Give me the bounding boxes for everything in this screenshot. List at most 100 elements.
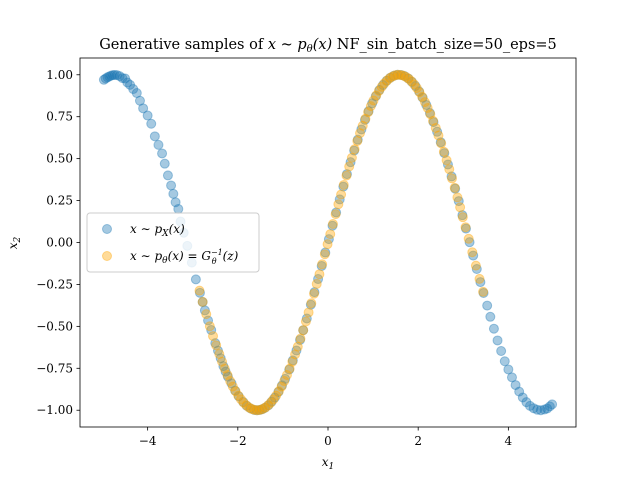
- data-point-series-2: [460, 222, 471, 233]
- data-point-series-1: [359, 114, 370, 125]
- data-point-series-2: [325, 229, 336, 240]
- data-point-series-1: [503, 364, 514, 375]
- data-point-series-2: [317, 259, 328, 270]
- title-sub: θ: [307, 44, 313, 55]
- data-point-series-1: [98, 74, 109, 85]
- data-point-series-2: [330, 209, 341, 220]
- data-point-series-2: [382, 75, 393, 86]
- data-point-series-2: [244, 402, 255, 413]
- data-point-series-1: [510, 380, 521, 391]
- data-point-series-1: [356, 124, 367, 135]
- data-points: [98, 69, 558, 416]
- data-point-series-1: [542, 403, 553, 414]
- data-point-series-2: [379, 78, 390, 89]
- data-point-series-1: [125, 79, 136, 90]
- data-point-series-1: [446, 171, 457, 182]
- data-point-series-1: [320, 247, 331, 258]
- data-point-series-2: [268, 394, 279, 405]
- data-point-series-2: [455, 202, 466, 213]
- data-point-series-1: [496, 346, 507, 357]
- data-point-series-2: [346, 152, 357, 163]
- data-point-series-2: [252, 405, 263, 416]
- data-point-series-2: [470, 260, 481, 271]
- data-point-series-1: [114, 71, 125, 82]
- y-axis-ticks: −1.00 −0.75 −0.50 −0.25 0.00 0.25 0.50 0.75 1.00: [36, 68, 80, 417]
- data-point-series-2: [311, 278, 322, 289]
- data-point-series-1: [331, 207, 342, 218]
- x-axis-label: x1: [322, 455, 335, 472]
- chart-title: Generative samples of x ~ pθ(x) NF_sin_b…: [99, 37, 557, 55]
- data-point-series-1: [424, 108, 435, 119]
- data-point-series-1: [153, 139, 164, 150]
- data-point-series-1: [316, 260, 327, 271]
- data-point-series-2: [449, 182, 460, 193]
- y-tick-label: 0.25: [46, 194, 73, 208]
- data-point-series-1: [338, 181, 349, 192]
- data-point-series-2: [409, 79, 420, 90]
- data-point-series-2: [257, 404, 268, 415]
- data-point-series-1: [482, 300, 493, 311]
- data-point-series-1: [168, 188, 179, 199]
- data-point-series-2: [478, 286, 489, 297]
- data-point-series-2: [419, 97, 430, 108]
- data-point-series-2: [457, 212, 468, 223]
- data-point-series-1: [352, 134, 363, 145]
- legend-label-series-1: x ∼ pX(x): [130, 222, 185, 239]
- data-point-series-2: [344, 161, 355, 172]
- data-point-series-1: [170, 197, 181, 208]
- data-point-series-2: [222, 370, 233, 380]
- data-point-series-1: [544, 401, 555, 412]
- data-point-series-1: [406, 76, 417, 87]
- data-point-series-1: [173, 203, 184, 214]
- data-point-series-2: [230, 386, 241, 397]
- data-point-series-1: [212, 345, 223, 356]
- data-point-series-1: [263, 400, 274, 411]
- data-point-series-1: [162, 170, 173, 181]
- data-point-series-1: [457, 210, 468, 221]
- data-point-series-2: [309, 288, 320, 299]
- y-tick-label: −1.00: [36, 403, 73, 417]
- data-point-series-2: [295, 333, 306, 344]
- data-point-series-1: [532, 404, 543, 415]
- legend-marker-series-2: [102, 251, 112, 261]
- data-point-series-1: [396, 69, 407, 80]
- data-point-series-1: [464, 237, 475, 248]
- data-point-series-2: [314, 269, 325, 280]
- data-point-series-1: [222, 371, 233, 382]
- data-point-series-1: [528, 403, 539, 414]
- data-point-series-2: [360, 113, 371, 124]
- data-point-series-1: [475, 277, 486, 288]
- data-point-series-1: [414, 86, 425, 97]
- data-point-series-1: [417, 92, 428, 103]
- data-point-series-2: [217, 356, 228, 367]
- data-point-series-1: [117, 73, 128, 84]
- data-point-series-2: [433, 130, 444, 141]
- y-tick-label: −0.25: [36, 277, 73, 291]
- data-point-series-1: [104, 71, 115, 82]
- data-point-series-1: [313, 274, 324, 285]
- data-point-series-2: [338, 179, 349, 190]
- data-point-series-2: [246, 404, 257, 415]
- data-point-series-1: [266, 396, 277, 407]
- data-point-series-2: [265, 397, 276, 408]
- data-point-series-1: [547, 399, 558, 410]
- data-point-series-2: [276, 381, 287, 392]
- data-point-series-1: [345, 157, 356, 168]
- data-point-series-1: [251, 405, 262, 416]
- data-point-series-1: [197, 297, 208, 308]
- data-point-series-1: [421, 99, 432, 110]
- data-point-series-1: [370, 91, 381, 102]
- data-point-series-1: [517, 392, 528, 403]
- data-point-series-1: [428, 117, 439, 128]
- data-point-series-1: [298, 325, 309, 336]
- data-point-series-1: [392, 69, 403, 80]
- data-point-series-1: [535, 405, 546, 416]
- data-point-series-1: [363, 106, 374, 117]
- data-point-series-1: [131, 88, 142, 99]
- data-point-series-2: [194, 285, 205, 296]
- data-point-series-2: [249, 404, 260, 415]
- title-math-end: (x): [313, 37, 333, 53]
- data-point-series-2: [287, 356, 298, 367]
- data-point-series-1: [334, 194, 345, 205]
- data-point-series-1: [327, 220, 338, 231]
